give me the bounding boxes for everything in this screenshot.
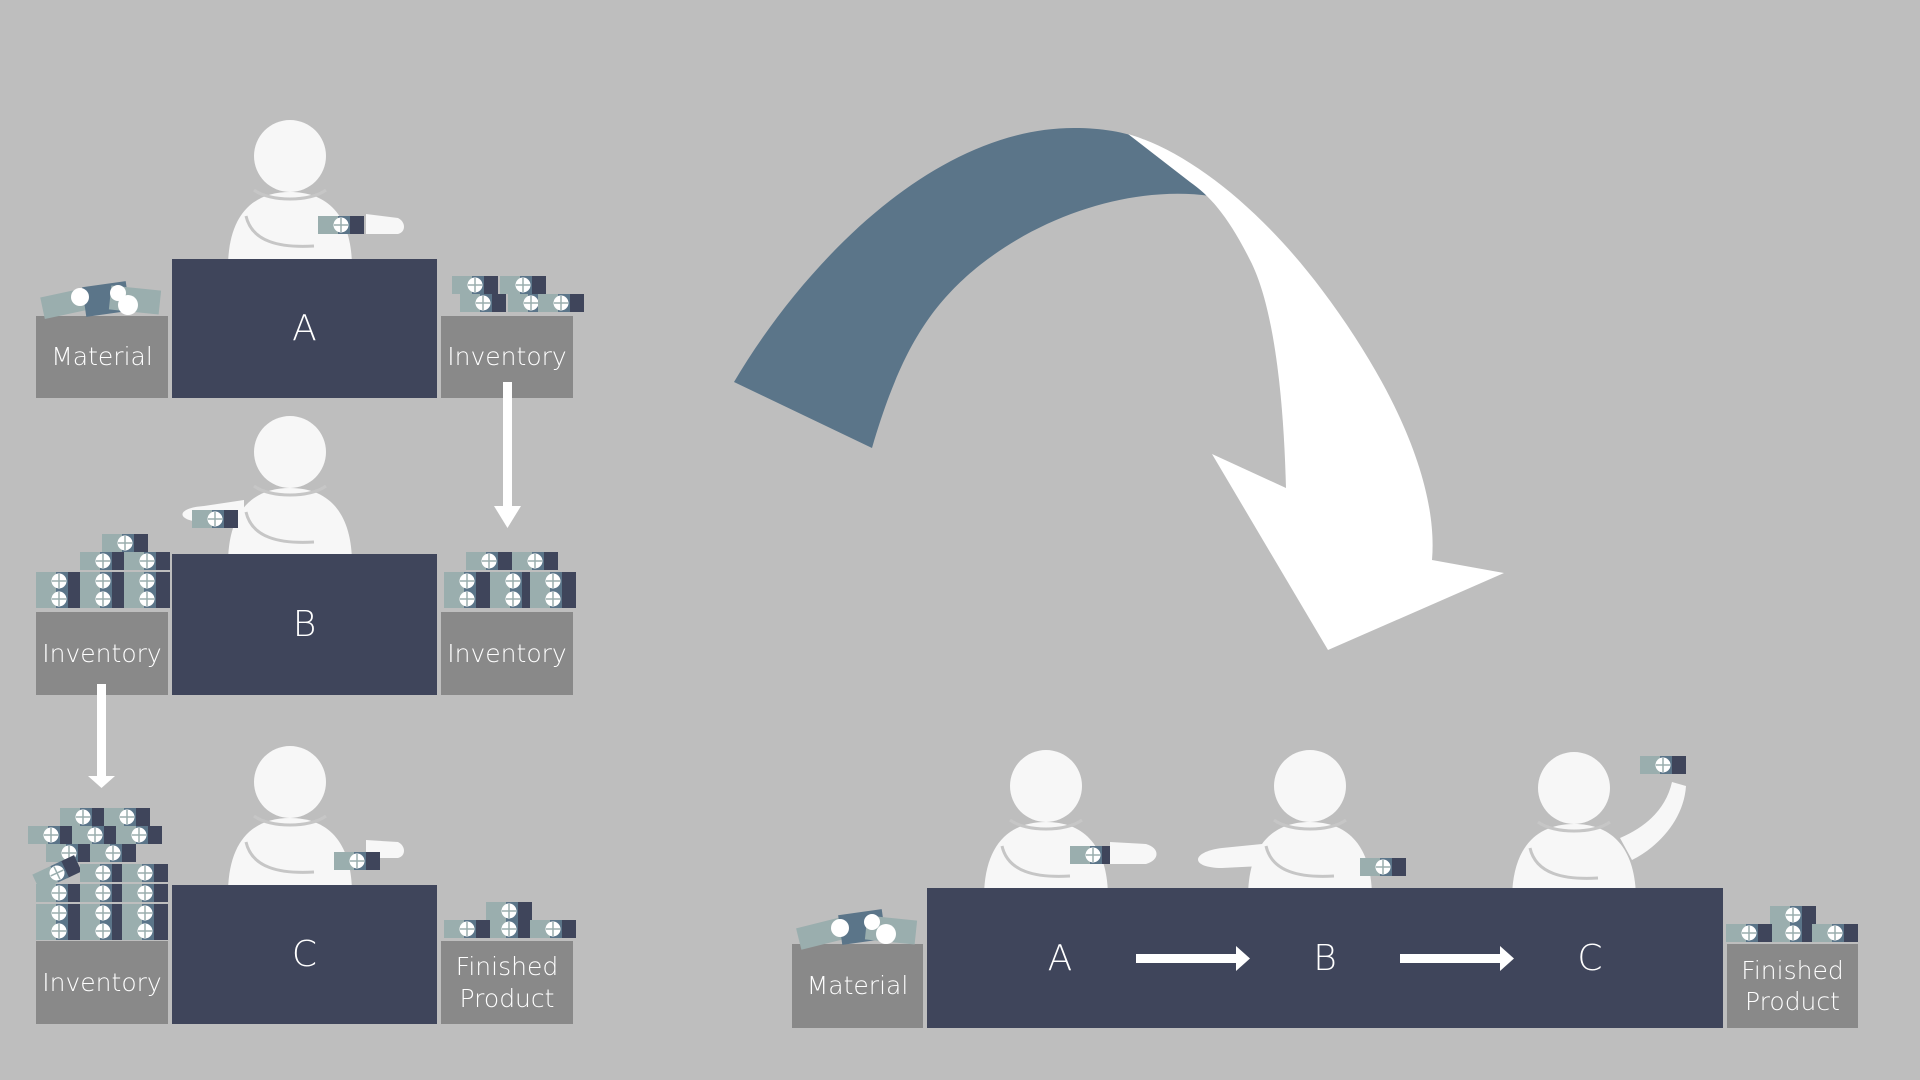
before-station-a [36,118,585,398]
inventory-label: Inventory [447,638,567,668]
before-station-b [35,414,577,695]
person-icon [226,744,354,896]
person-icon [1510,750,1638,902]
person-icon [982,748,1110,900]
person-icon [226,118,354,270]
before-station-c [27,744,577,1024]
station-a-label: A [292,308,317,349]
station-b-label: B [292,604,317,645]
flow-arrow-icon [88,684,115,788]
cash-stack-icon [1359,857,1407,877]
inventory-label: Inventory [447,342,567,372]
after-line [792,748,1859,1028]
material-bin [792,944,923,1028]
station-c-label: C [291,934,318,975]
transition-arrow-icon [734,128,1504,650]
cash-stack-icon [317,215,365,235]
combined-station-box [927,888,1723,1028]
cash-stack-icon [191,509,239,529]
cash-stack-icon [1725,905,1859,943]
person-icon [1246,748,1374,900]
cash-stack-icon [40,281,162,319]
station-c-label: C [1577,937,1603,979]
finished-product-label: Finished Product [1741,955,1844,1016]
cash-stack-icon [1069,845,1117,865]
person-icon [226,414,354,566]
station-c-box [172,885,437,1024]
cash-stack-icon [443,901,577,939]
station-a-label: A [1047,937,1073,979]
material-label: Material [806,971,909,1001]
inventory-bin [36,941,168,1024]
cash-stack-icon [1639,755,1687,775]
cash-stack-icon [443,551,577,609]
finished-product-bin [1727,944,1858,1028]
station-b-box [172,554,437,695]
cash-stack-icon [27,807,169,941]
cash-stack-icon [333,851,381,871]
cash-stack-icon [796,909,918,950]
cash-stack-icon [451,275,585,313]
station-a-box [172,259,437,398]
inventory-label: Inventory [42,638,162,668]
material-bin [36,316,168,398]
cash-stack-icon [35,533,171,609]
finished-product-label: Finished Product [455,952,559,1013]
flow-arrow-icon [1400,946,1514,971]
finished-product-bin [441,941,573,1024]
material-label: Material [51,342,153,372]
flow-arrow-icon [494,382,521,528]
flow-arrow-icon [1136,946,1250,971]
inventory-label: Inventory [42,967,162,997]
inventory-bin [441,612,573,695]
station-b-label: B [1313,937,1337,979]
inventory-bin [36,612,168,695]
